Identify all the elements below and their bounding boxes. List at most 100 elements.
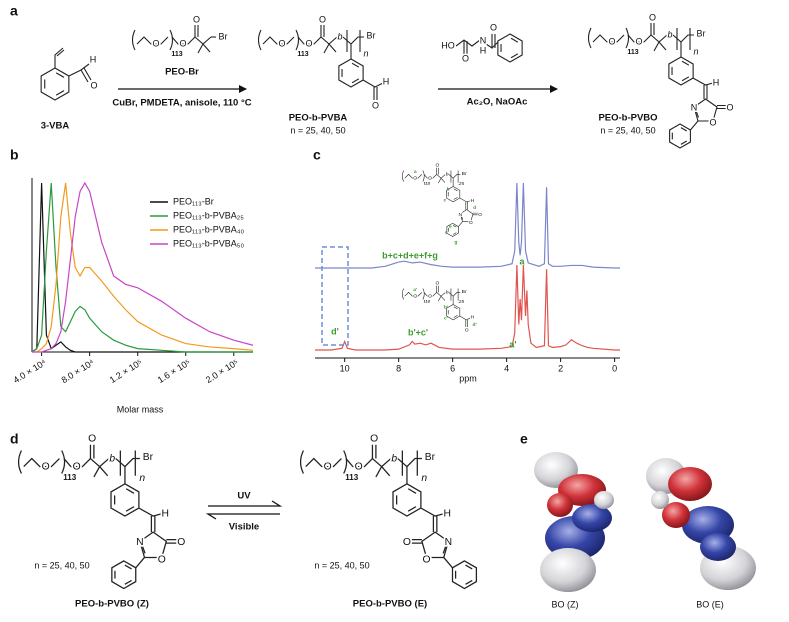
bond [169,29,174,51]
bond [465,564,473,570]
atom-label: N [445,537,452,548]
bond [669,123,691,149]
atom-label: n [421,473,427,484]
atom-label: O [158,554,166,565]
bond [453,306,458,310]
bond [452,232,457,235]
series-line [32,181,254,353]
atom-label: O [324,461,332,472]
bond [453,188,458,192]
bond [55,90,65,96]
atom-label: O [193,14,200,24]
bond [717,104,726,110]
x-tick-label: 1.2 × 10⁵ [108,357,144,385]
bond [443,557,453,569]
bond [442,543,448,554]
bond [422,170,425,182]
bond [421,531,450,559]
peak-annotation: a' [509,339,516,349]
bond [436,292,446,302]
assignment-label: d [473,205,476,211]
series-line [315,182,620,269]
chart: 10 8 6 4 2 0 ppm b+c+d+e+f+g a d' b'+c' a' [315,182,620,383]
model-label: BO (E) [696,599,724,609]
arrow-label: UV [237,491,251,502]
atom-label: n [363,48,368,58]
arrow-label: Visible [229,522,259,533]
assignment-label: a [414,170,417,175]
atom-label: b [337,31,342,41]
bond [338,58,364,88]
assignment-label: d' [472,322,476,328]
reaction-conditions: Ac₂O, NaOAc [467,97,528,108]
atom-label: Br [367,30,376,40]
bond [23,457,60,468]
bond [472,212,478,216]
bond [407,506,417,512]
atom-label: O [73,461,81,472]
bond [625,27,630,49]
legend-label: PEO₁₁₃-Br [173,196,214,206]
atom-label: b [446,290,449,296]
atom-label: O [709,117,716,127]
panel-label: c [313,147,321,163]
atom-label: 113 [171,51,182,58]
atom-label: O [469,220,473,226]
atom-label: 113 [63,473,77,482]
assignment-label: c' [444,316,448,322]
atom-label: O [478,212,482,218]
bond [125,488,135,494]
bond [305,457,342,468]
bond [61,450,66,474]
atom-label: O [413,176,417,182]
bond [650,23,655,35]
bond [510,53,519,59]
bond [650,34,668,52]
bond [401,288,404,300]
bond [17,450,23,474]
reaction-conditions: CuBr, PMDETA, anisole, 110 °C [112,98,251,109]
bond [262,36,295,45]
x-tick-label: 2.0 × 10⁵ [204,357,240,385]
atom-label: O [179,38,186,48]
bond [680,140,688,145]
atom-label: b [446,172,449,178]
bond [166,538,177,544]
legend-label: PEO₁₁₃-b-PVBA₄₀ [173,224,244,234]
atom-label: O [608,36,615,46]
atom-label: O [42,461,50,472]
atom-label: N [136,537,143,548]
bond [299,450,305,474]
bond [465,201,468,210]
atom-label: O [90,80,97,90]
atom-label: O [428,176,432,182]
atom-label: b [667,29,672,39]
atom-label: O [403,537,411,548]
bond [135,557,145,569]
forward-arrow [208,500,283,507]
bond [450,170,459,183]
compound-label: PEO-b-PVBO [598,113,657,124]
atom-label: O [372,100,379,110]
bond [422,288,425,300]
bond [404,291,423,297]
bond [404,173,423,179]
molecular-model-z [534,452,614,592]
bond [446,186,461,203]
compound-label: 3-VBA [41,121,70,132]
x-axis-label: Molar mass [117,404,164,414]
atom-label: 113 [345,473,359,482]
bond [139,531,168,559]
compound-n: n = 25, 40, 50 [34,560,89,570]
model-label: BO (Z) [552,599,579,609]
atom-label: 113 [297,51,308,58]
bond [694,108,700,118]
assignment-label: c [444,199,447,204]
atom-label: H [90,54,97,64]
bond [587,27,592,49]
peak-annotation: b'+c' [408,327,428,337]
